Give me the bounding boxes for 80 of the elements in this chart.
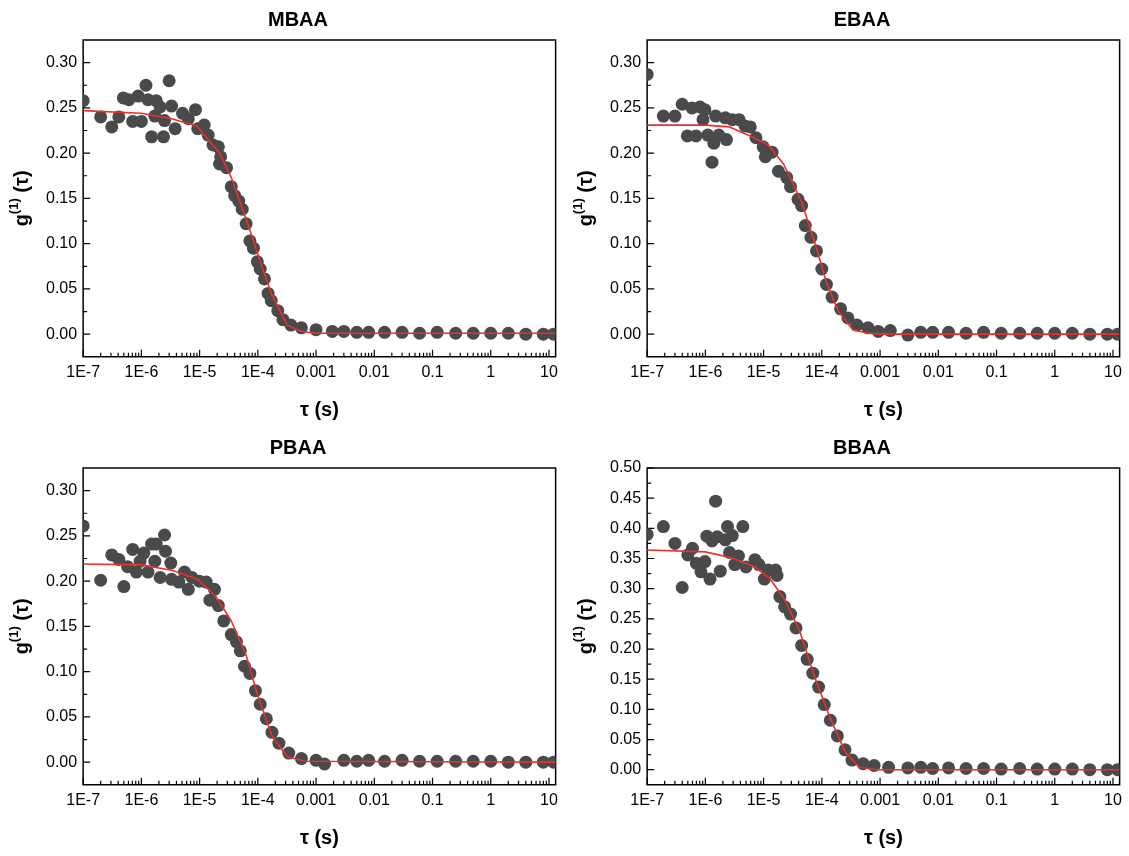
x-tick-label: 1E-5	[182, 790, 217, 808]
y-tick-label: 0.50	[610, 458, 642, 476]
x-tick-label: 1E-6	[688, 790, 723, 808]
x-axis-title: τ (s)	[299, 825, 339, 848]
x-tick-label: 1E-7	[66, 790, 101, 808]
x-tick-label: 0.01	[922, 790, 954, 808]
x-tick-label: 1	[486, 362, 496, 380]
y-tick-label: 0.40	[610, 518, 642, 536]
y-axis-title: g(1) (τ)	[5, 170, 32, 227]
y-axis-title: g(1) (τ)	[569, 598, 596, 655]
x-axis-title: τ (s)	[299, 397, 339, 420]
x-tick-label: 0.001	[296, 790, 337, 808]
y-tick-label: 0.10	[610, 234, 642, 252]
y-tick-label: 0.25	[46, 526, 78, 544]
x-tick-label: 1	[1050, 362, 1060, 380]
x-tick-label: 0.01	[922, 362, 954, 380]
x-tick-label: 10	[540, 362, 558, 380]
x-axis-title: τ (s)	[863, 825, 903, 848]
x-tick-label: 0.1	[421, 362, 444, 380]
x-tick-label: 1E-6	[124, 790, 159, 808]
x-tick-label: 1	[486, 790, 496, 808]
y-tick-label: 0.10	[46, 234, 78, 252]
y-tick-label: 0.20	[46, 143, 78, 161]
y-tick-label: 0.25	[610, 98, 642, 116]
y-tick-label: 0.30	[610, 53, 642, 71]
y-tick-label: 0.15	[610, 188, 642, 206]
y-tick-label: 0.05	[46, 707, 78, 725]
x-tick-label: 1E-7	[630, 362, 665, 380]
chart-title: MBAA	[268, 7, 328, 30]
y-tick-label: 0.05	[46, 279, 78, 297]
x-tick-label: 0.1	[421, 790, 444, 808]
y-tick-label: 0.00	[46, 324, 78, 342]
y-tick-label: 0.00	[610, 760, 642, 778]
y-axis-title: g(1) (τ)	[5, 598, 32, 655]
x-tick-label: 1E-4	[240, 790, 275, 808]
x-tick-label: 10	[540, 790, 558, 808]
x-tick-label: 10	[1104, 362, 1122, 380]
y-tick-label: 0.00	[610, 324, 642, 342]
x-tick-label: 1E-4	[804, 362, 839, 380]
x-tick-label: 0.001	[296, 362, 337, 380]
y-tick-label: 0.20	[610, 143, 642, 161]
y-tick-label: 0.15	[610, 669, 642, 687]
chart-title: PBAA	[269, 435, 327, 458]
x-tick-label: 1E-5	[746, 790, 781, 808]
x-tick-label: 0.001	[860, 362, 901, 380]
x-axis-title: τ (s)	[863, 397, 903, 420]
y-tick-label: 0.05	[610, 279, 642, 297]
y-tick-label: 0.10	[46, 662, 78, 680]
y-tick-label: 0.15	[46, 188, 78, 206]
y-tick-label: 0.30	[46, 481, 78, 499]
y-tick-label: 0.30	[610, 579, 642, 597]
y-tick-label: 0.30	[46, 53, 78, 71]
y-tick-label: 0.25	[46, 98, 78, 116]
x-tick-label: 1E-6	[688, 362, 723, 380]
y-tick-label: 0.00	[46, 752, 78, 770]
x-tick-label: 0.01	[358, 362, 390, 380]
x-tick-label: 0.1	[985, 362, 1008, 380]
y-tick-label: 0.15	[46, 616, 78, 634]
x-tick-label: 1	[1050, 790, 1060, 808]
chart-title: EBAA	[833, 7, 891, 30]
x-tick-label: 0.01	[358, 790, 390, 808]
y-tick-label: 0.25	[610, 609, 642, 627]
x-tick-label: 1E-5	[182, 362, 217, 380]
y-tick-label: 0.45	[610, 488, 642, 506]
x-tick-label: 1E-6	[124, 362, 159, 380]
y-tick-label: 0.05	[610, 729, 642, 747]
x-tick-label: 1E-4	[240, 362, 275, 380]
x-tick-label: 0.001	[860, 790, 901, 808]
chart-title: BBAA	[833, 435, 891, 458]
x-tick-label: 0.1	[985, 790, 1008, 808]
x-tick-label: 1E-7	[66, 362, 101, 380]
y-tick-label: 0.35	[610, 548, 642, 566]
y-tick-label: 0.10	[610, 699, 642, 717]
x-tick-label: 1E-4	[804, 790, 839, 808]
x-tick-label: 1E-5	[746, 362, 781, 380]
x-tick-label: 10	[1104, 790, 1122, 808]
x-tick-label: 1E-7	[630, 790, 665, 808]
y-tick-label: 0.20	[610, 639, 642, 657]
y-tick-label: 0.20	[46, 571, 78, 589]
y-axis-title: g(1) (τ)	[569, 170, 596, 227]
